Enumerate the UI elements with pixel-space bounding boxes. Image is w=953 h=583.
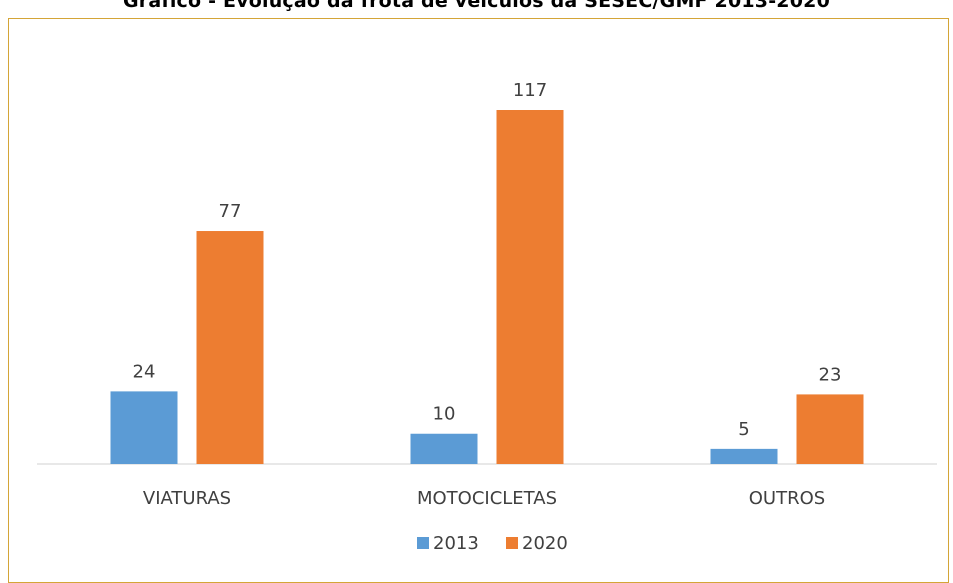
value-label-motocicletas-2020: 117 — [513, 80, 547, 101]
bar-motocicletas-2020 — [496, 110, 564, 464]
legend-label-2020: 2020 — [522, 533, 568, 554]
bar-outros-2020 — [796, 394, 864, 464]
value-label-viaturas-2013: 24 — [133, 361, 156, 382]
value-label-motocicletas-2013: 10 — [433, 404, 456, 425]
chart-title: Gráfico - Evolução da frota de veículos … — [122, 0, 830, 12]
bar-viaturas-2013 — [110, 391, 178, 464]
bar-outros-2013 — [710, 448, 778, 464]
legend: 2013 2020 — [417, 533, 568, 554]
bars-layer — [110, 110, 864, 464]
value-labels-layer: 24 77 10 117 5 23 — [133, 80, 842, 440]
legend-label-2013: 2013 — [433, 533, 479, 554]
bar-viaturas-2020 — [196, 231, 264, 464]
category-label-viaturas: VIATURAS — [143, 488, 231, 509]
value-label-outros-2013: 5 — [738, 419, 749, 440]
bar-motocicletas-2013 — [410, 433, 478, 464]
value-label-outros-2020: 23 — [819, 364, 842, 385]
legend-swatch-2020 — [506, 537, 518, 549]
value-label-viaturas-2020: 77 — [219, 201, 242, 222]
category-labels-layer: VIATURAS MOTOCICLETAS OUTROS — [143, 488, 825, 509]
category-label-motocicletas: MOTOCICLETAS — [417, 488, 557, 509]
category-label-outros: OUTROS — [749, 488, 825, 509]
legend-swatch-2013 — [417, 537, 429, 549]
